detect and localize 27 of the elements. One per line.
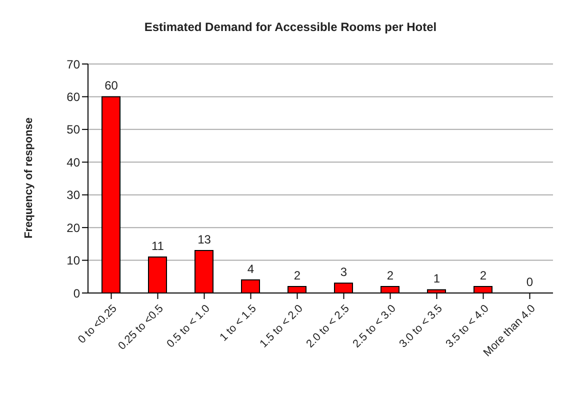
x-tick-label: 2.0 to < 2.5 <box>304 302 352 350</box>
x-tick-label: 1 to < 1.5 <box>218 302 259 344</box>
data-label: 3 <box>340 265 348 280</box>
y-tick-label: 50 <box>66 122 80 137</box>
x-tick-label: 1.5 to < 2.0 <box>258 302 306 350</box>
data-label: 1 <box>433 272 440 286</box>
x-tick-label: 0.5 to < 1.0 <box>164 302 212 350</box>
data-label: 13 <box>198 232 212 246</box>
data-label: 11 <box>152 239 164 254</box>
data-label: 4 <box>247 262 254 276</box>
x-tick-label: 2.5 to < 3.0 <box>350 302 398 350</box>
data-label: 0 <box>526 275 534 289</box>
data-label: 2 <box>294 268 301 282</box>
y-tick-label: 10 <box>66 254 80 268</box>
y-tick-label: 0 <box>73 286 80 300</box>
x-tick-label: 3.0 to < 3.5 <box>397 302 445 350</box>
data-label: 60 <box>104 78 118 93</box>
data-label: 2 <box>386 268 394 282</box>
y-tick-label: 40 <box>66 155 80 170</box>
y-tick-label: 30 <box>66 188 80 202</box>
x-tick-label: 0.25 to <0.5 <box>116 302 166 352</box>
y-tick-label: 70 <box>66 57 80 72</box>
chart-title: Estimated Demand for Accessible Rooms per Hotel <box>143 20 438 34</box>
y-tick-label: 20 <box>66 220 80 235</box>
data-label: 2 <box>480 268 487 282</box>
y-tick-label: 60 <box>66 90 80 104</box>
y-axis-title: Frequency of response <box>22 117 35 238</box>
